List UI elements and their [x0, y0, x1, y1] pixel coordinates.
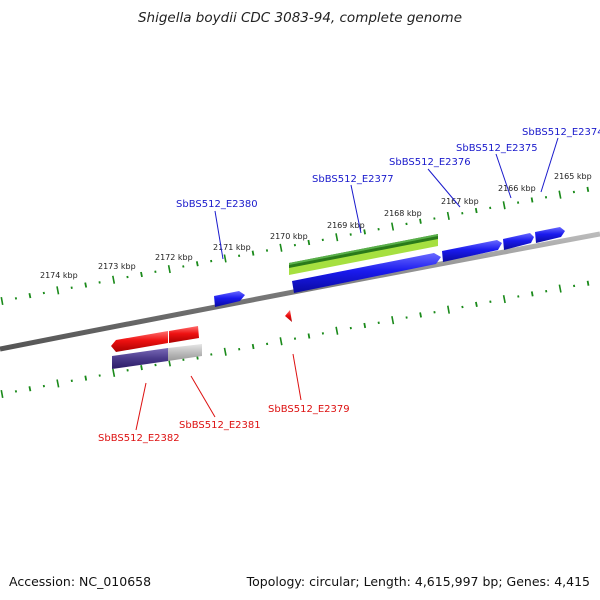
accession-text: Accession: NC_010658	[9, 574, 152, 589]
inner-scale-tick	[586, 280, 590, 286]
outer-scale-tick	[195, 261, 199, 267]
gene-E2380-arrow[interactable]	[214, 291, 245, 307]
outer-scale-tick	[112, 275, 116, 284]
rna-feature-light[interactable]	[289, 239, 438, 275]
outer-scale-tick	[28, 293, 32, 299]
scale-label-2166: 2166 kbp	[498, 184, 536, 193]
inner-scale-tick	[391, 316, 395, 325]
inner-scale-tick	[461, 305, 464, 309]
gene-label-E2375[interactable]: SbBS512_E2375	[456, 143, 538, 154]
outer-scale-tick	[56, 286, 60, 295]
leader-line-E2375	[495, 153, 512, 199]
inner-scale-tick	[335, 326, 339, 335]
outer-scale-tick	[502, 201, 506, 210]
leader-line-E2379	[292, 353, 302, 401]
outer-scale-tick	[419, 218, 422, 224]
gene-E2379-arrow[interactable]	[285, 310, 292, 322]
inner-scale-tick	[223, 347, 227, 356]
leader-line-E2374	[540, 137, 559, 193]
outer-scale-tick	[474, 207, 478, 214]
inner-scale-tick	[530, 291, 534, 297]
gene-label-E2382[interactable]: SbBS512_E2382	[98, 433, 180, 444]
scale-label-2170: 2170 kbp	[270, 232, 308, 241]
outer-scale-tick	[279, 243, 283, 252]
inner-scale-tick	[251, 343, 255, 350]
inner-scale-tick	[56, 379, 60, 388]
pseudogene-purple[interactable]	[112, 348, 168, 369]
outer-scale-tick	[558, 190, 562, 199]
scale-labels: 2165 kbp 2166 kbp 2167 kbp 2168 kbp 2169…	[40, 172, 592, 280]
pseudogene-grey[interactable]	[168, 344, 202, 361]
scale-label-2173: 2173 kbp	[98, 262, 136, 271]
leader-line-E2377	[350, 184, 362, 234]
gene-E2382-arrow[interactable]	[111, 331, 168, 352]
inner-scale-tick	[502, 295, 506, 304]
outer-scale-tick	[14, 297, 18, 300]
gene-label-E2380[interactable]: SbBS512_E2380	[176, 199, 258, 210]
gene-E2374-arrow[interactable]	[535, 227, 565, 243]
outer-scale-tick	[0, 296, 4, 306]
gene-label-E2376[interactable]: SbBS512_E2376	[389, 157, 471, 168]
inner-scale-tick	[279, 337, 283, 346]
leader-line-E2380	[214, 210, 224, 260]
outer-scale-tick	[140, 271, 143, 278]
outer-scale-tick	[335, 233, 339, 242]
outer-scale-tick	[223, 254, 227, 263]
inner-scale-tick	[84, 375, 88, 381]
leader-line-E2376	[427, 168, 461, 208]
inner-scale-tick	[0, 389, 4, 399]
scale-label-2165: 2165 kbp	[554, 172, 592, 181]
scale-label-2172: 2172 kbp	[155, 253, 193, 262]
inner-scale-tick	[558, 284, 562, 293]
scale-label-2169: 2169 kbp	[327, 221, 365, 230]
outer-scale-tick	[307, 239, 311, 246]
scale-label-2171: 2171 kbp	[213, 243, 251, 252]
gene-label-E2379[interactable]: SbBS512_E2379	[268, 404, 350, 415]
gene-labels: SbBS512_E2374 SbBS512_E2375 SbBS512_E237…	[98, 127, 600, 444]
outer-scale-tick	[586, 186, 590, 192]
gene-E2375-arrow[interactable]	[503, 233, 534, 250]
gene-label-E2374[interactable]: SbBS512_E2374	[522, 127, 600, 138]
inner-scale-tick	[475, 301, 478, 307]
outer-scale-tick	[391, 222, 395, 231]
gene-label-E2377[interactable]: SbBS512_E2377	[312, 174, 394, 185]
scale-label-2168: 2168 kbp	[384, 209, 422, 218]
inner-scale-tick	[140, 365, 143, 371]
outer-scale-tick	[530, 197, 534, 203]
scale-label-2174: 2174 kbp	[40, 271, 78, 280]
inner-scale-track	[0, 280, 590, 399]
outer-scale-tick	[446, 211, 450, 220]
inner-scale-tick	[307, 333, 311, 339]
gene-label-E2381[interactable]: SbBS512_E2381	[179, 420, 261, 431]
inner-scale-tick	[363, 322, 367, 329]
leader-line-E2382	[135, 382, 147, 431]
rna-feature-dark-highlight	[289, 234, 438, 265]
outer-scale-tick	[251, 250, 255, 256]
gene-E2376-arrow[interactable]	[442, 240, 502, 262]
genome-title: Shigella boydii CDC 3083-94, complete ge…	[137, 10, 463, 26]
inner-scale-tick	[112, 368, 116, 377]
gene-E2377-arrow[interactable]	[292, 253, 441, 293]
outer-scale-tick	[363, 229, 366, 235]
outer-scale-tick	[84, 282, 88, 288]
inner-scale-tick	[28, 386, 32, 392]
leader-line-E2381	[190, 375, 216, 418]
label-leader-lines	[135, 137, 559, 431]
genome-summary-text: Topology: circular; Length: 4,615,997 bp…	[246, 574, 590, 589]
inner-scale-tick	[14, 390, 18, 393]
outer-scale-track	[0, 186, 590, 306]
inner-scale-tick	[419, 312, 422, 318]
outer-scale-tick	[42, 291, 45, 295]
gene-E2381-arrow[interactable]	[169, 326, 199, 343]
scale-label-2167: 2167 kbp	[441, 197, 479, 206]
outer-scale-tick	[167, 265, 171, 274]
inner-scale-tick	[447, 305, 450, 314]
